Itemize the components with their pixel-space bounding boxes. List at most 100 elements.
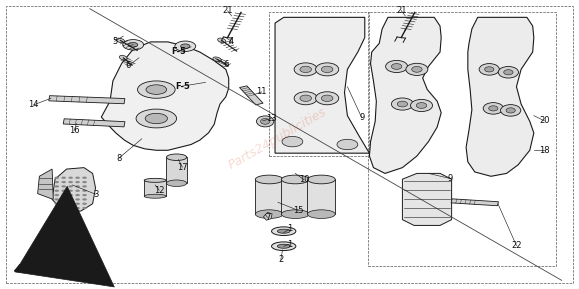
Text: 14: 14 bbox=[28, 100, 39, 110]
Circle shape bbox=[82, 194, 87, 196]
Text: 5: 5 bbox=[112, 37, 118, 46]
Ellipse shape bbox=[391, 64, 402, 69]
Circle shape bbox=[175, 41, 196, 51]
Ellipse shape bbox=[146, 85, 167, 94]
Circle shape bbox=[123, 40, 144, 50]
Ellipse shape bbox=[321, 95, 333, 101]
Polygon shape bbox=[281, 179, 309, 214]
Ellipse shape bbox=[144, 178, 166, 182]
Polygon shape bbox=[38, 169, 53, 199]
Text: Parts24publicities: Parts24publicities bbox=[226, 105, 329, 172]
Circle shape bbox=[54, 190, 59, 192]
Text: 11: 11 bbox=[256, 87, 267, 97]
Ellipse shape bbox=[411, 99, 433, 112]
Circle shape bbox=[82, 198, 87, 201]
Circle shape bbox=[82, 181, 87, 183]
Circle shape bbox=[75, 181, 80, 183]
Circle shape bbox=[75, 190, 80, 192]
Circle shape bbox=[61, 185, 66, 188]
Circle shape bbox=[75, 177, 80, 179]
Text: 18: 18 bbox=[539, 146, 549, 155]
Ellipse shape bbox=[307, 210, 335, 218]
Circle shape bbox=[68, 207, 73, 209]
Circle shape bbox=[82, 207, 87, 209]
Text: 20: 20 bbox=[539, 116, 549, 125]
Text: 6: 6 bbox=[223, 60, 229, 69]
Ellipse shape bbox=[321, 66, 333, 73]
Ellipse shape bbox=[167, 154, 186, 160]
Ellipse shape bbox=[300, 95, 312, 101]
Ellipse shape bbox=[281, 175, 309, 184]
Circle shape bbox=[68, 203, 73, 205]
Ellipse shape bbox=[307, 175, 335, 184]
Ellipse shape bbox=[277, 229, 290, 233]
Text: 6: 6 bbox=[126, 61, 131, 71]
Ellipse shape bbox=[386, 60, 408, 73]
Ellipse shape bbox=[144, 194, 166, 198]
Circle shape bbox=[68, 194, 73, 196]
Circle shape bbox=[61, 207, 66, 209]
Circle shape bbox=[54, 185, 59, 188]
Circle shape bbox=[54, 207, 59, 209]
Ellipse shape bbox=[255, 210, 283, 218]
Circle shape bbox=[337, 139, 358, 150]
Circle shape bbox=[61, 181, 66, 183]
Circle shape bbox=[54, 177, 59, 179]
Circle shape bbox=[61, 198, 66, 201]
Circle shape bbox=[75, 203, 80, 205]
Circle shape bbox=[75, 198, 80, 201]
Ellipse shape bbox=[213, 57, 221, 62]
Text: F-5: F-5 bbox=[171, 47, 186, 56]
Text: 15: 15 bbox=[293, 206, 303, 215]
Text: 2: 2 bbox=[278, 255, 284, 264]
Polygon shape bbox=[263, 212, 272, 220]
Text: 12: 12 bbox=[154, 186, 164, 195]
Circle shape bbox=[54, 203, 59, 205]
Ellipse shape bbox=[506, 108, 515, 113]
Polygon shape bbox=[255, 179, 283, 214]
Ellipse shape bbox=[138, 81, 175, 98]
Ellipse shape bbox=[145, 113, 167, 124]
Ellipse shape bbox=[300, 66, 312, 73]
Ellipse shape bbox=[261, 118, 270, 124]
Polygon shape bbox=[402, 173, 452, 225]
Text: 21: 21 bbox=[396, 6, 406, 15]
Circle shape bbox=[75, 207, 80, 209]
Circle shape bbox=[82, 190, 87, 192]
Ellipse shape bbox=[316, 92, 339, 105]
Polygon shape bbox=[307, 179, 335, 214]
Text: 4: 4 bbox=[229, 37, 234, 46]
Ellipse shape bbox=[277, 244, 290, 248]
Polygon shape bbox=[240, 86, 263, 105]
Text: 9: 9 bbox=[448, 174, 453, 183]
Ellipse shape bbox=[136, 109, 177, 128]
Ellipse shape bbox=[294, 92, 317, 105]
Ellipse shape bbox=[406, 63, 428, 75]
Circle shape bbox=[54, 198, 59, 201]
Circle shape bbox=[54, 181, 59, 183]
Polygon shape bbox=[369, 17, 441, 173]
Circle shape bbox=[68, 177, 73, 179]
Text: 7: 7 bbox=[265, 213, 270, 222]
Polygon shape bbox=[101, 42, 229, 150]
Circle shape bbox=[61, 177, 66, 179]
Ellipse shape bbox=[500, 105, 521, 116]
Polygon shape bbox=[451, 199, 499, 206]
Polygon shape bbox=[144, 180, 166, 196]
Ellipse shape bbox=[255, 175, 283, 184]
Ellipse shape bbox=[479, 64, 499, 75]
Text: 9: 9 bbox=[359, 113, 365, 123]
Text: 1: 1 bbox=[287, 224, 292, 234]
Polygon shape bbox=[275, 17, 369, 153]
Text: 22: 22 bbox=[511, 241, 522, 250]
Circle shape bbox=[82, 203, 87, 205]
Text: 17: 17 bbox=[177, 162, 188, 172]
Polygon shape bbox=[466, 17, 534, 176]
Circle shape bbox=[61, 190, 66, 192]
Ellipse shape bbox=[489, 106, 498, 111]
Circle shape bbox=[68, 190, 73, 192]
Ellipse shape bbox=[485, 67, 494, 72]
Text: 16: 16 bbox=[69, 126, 79, 135]
Polygon shape bbox=[49, 96, 125, 104]
Text: 21: 21 bbox=[222, 6, 233, 15]
